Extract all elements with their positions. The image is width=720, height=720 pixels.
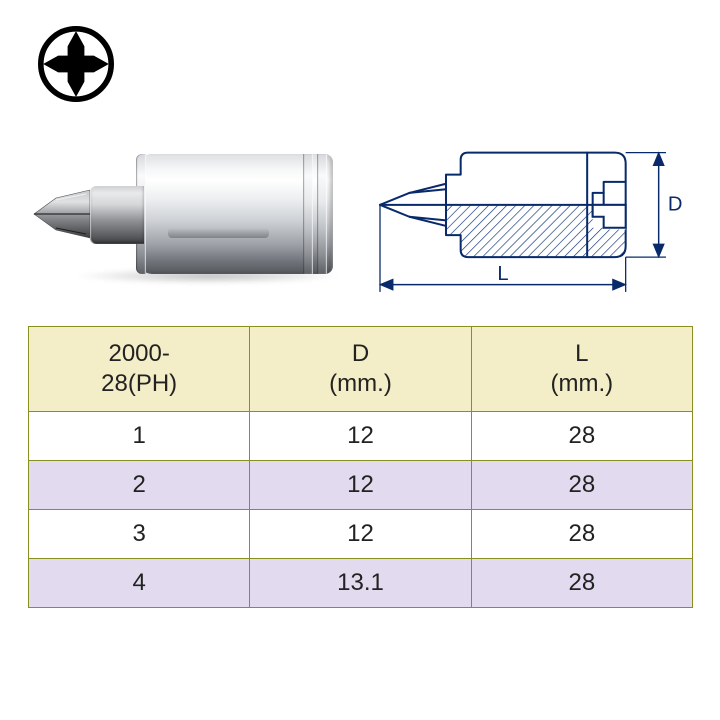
col-header-d: D (mm.) <box>250 327 471 412</box>
table-row: 2 12 28 <box>29 461 693 510</box>
dim-label-length: L <box>497 263 508 285</box>
cell: 2 <box>29 461 250 510</box>
table-row: 4 13.1 28 <box>29 559 693 608</box>
table-row: 3 12 28 <box>29 510 693 559</box>
table-header-row: 2000- 28(PH) D (mm.) L (mm.) <box>29 327 693 412</box>
cell: 28 <box>471 412 692 461</box>
cell: 28 <box>471 510 692 559</box>
cell: 3 <box>29 510 250 559</box>
cell: 1 <box>29 412 250 461</box>
dim-label-diameter: D <box>668 193 683 215</box>
cell: 28 <box>471 461 692 510</box>
cell: 4 <box>29 559 250 608</box>
cell: 12 <box>250 510 471 559</box>
cell: 12 <box>250 412 471 461</box>
cell: 13.1 <box>250 559 471 608</box>
col-header-l: L (mm.) <box>471 327 692 412</box>
col-header-model: 2000- 28(PH) <box>29 327 250 412</box>
product-photo <box>28 114 348 314</box>
phillips-head-icon <box>36 24 116 104</box>
cell: 12 <box>250 461 471 510</box>
cell: 28 <box>471 559 692 608</box>
table-row: 1 12 28 <box>29 412 693 461</box>
dimension-diagram: L D <box>358 114 688 314</box>
spec-table: 2000- 28(PH) D (mm.) L (mm.) 1 12 28 <box>28 326 693 608</box>
